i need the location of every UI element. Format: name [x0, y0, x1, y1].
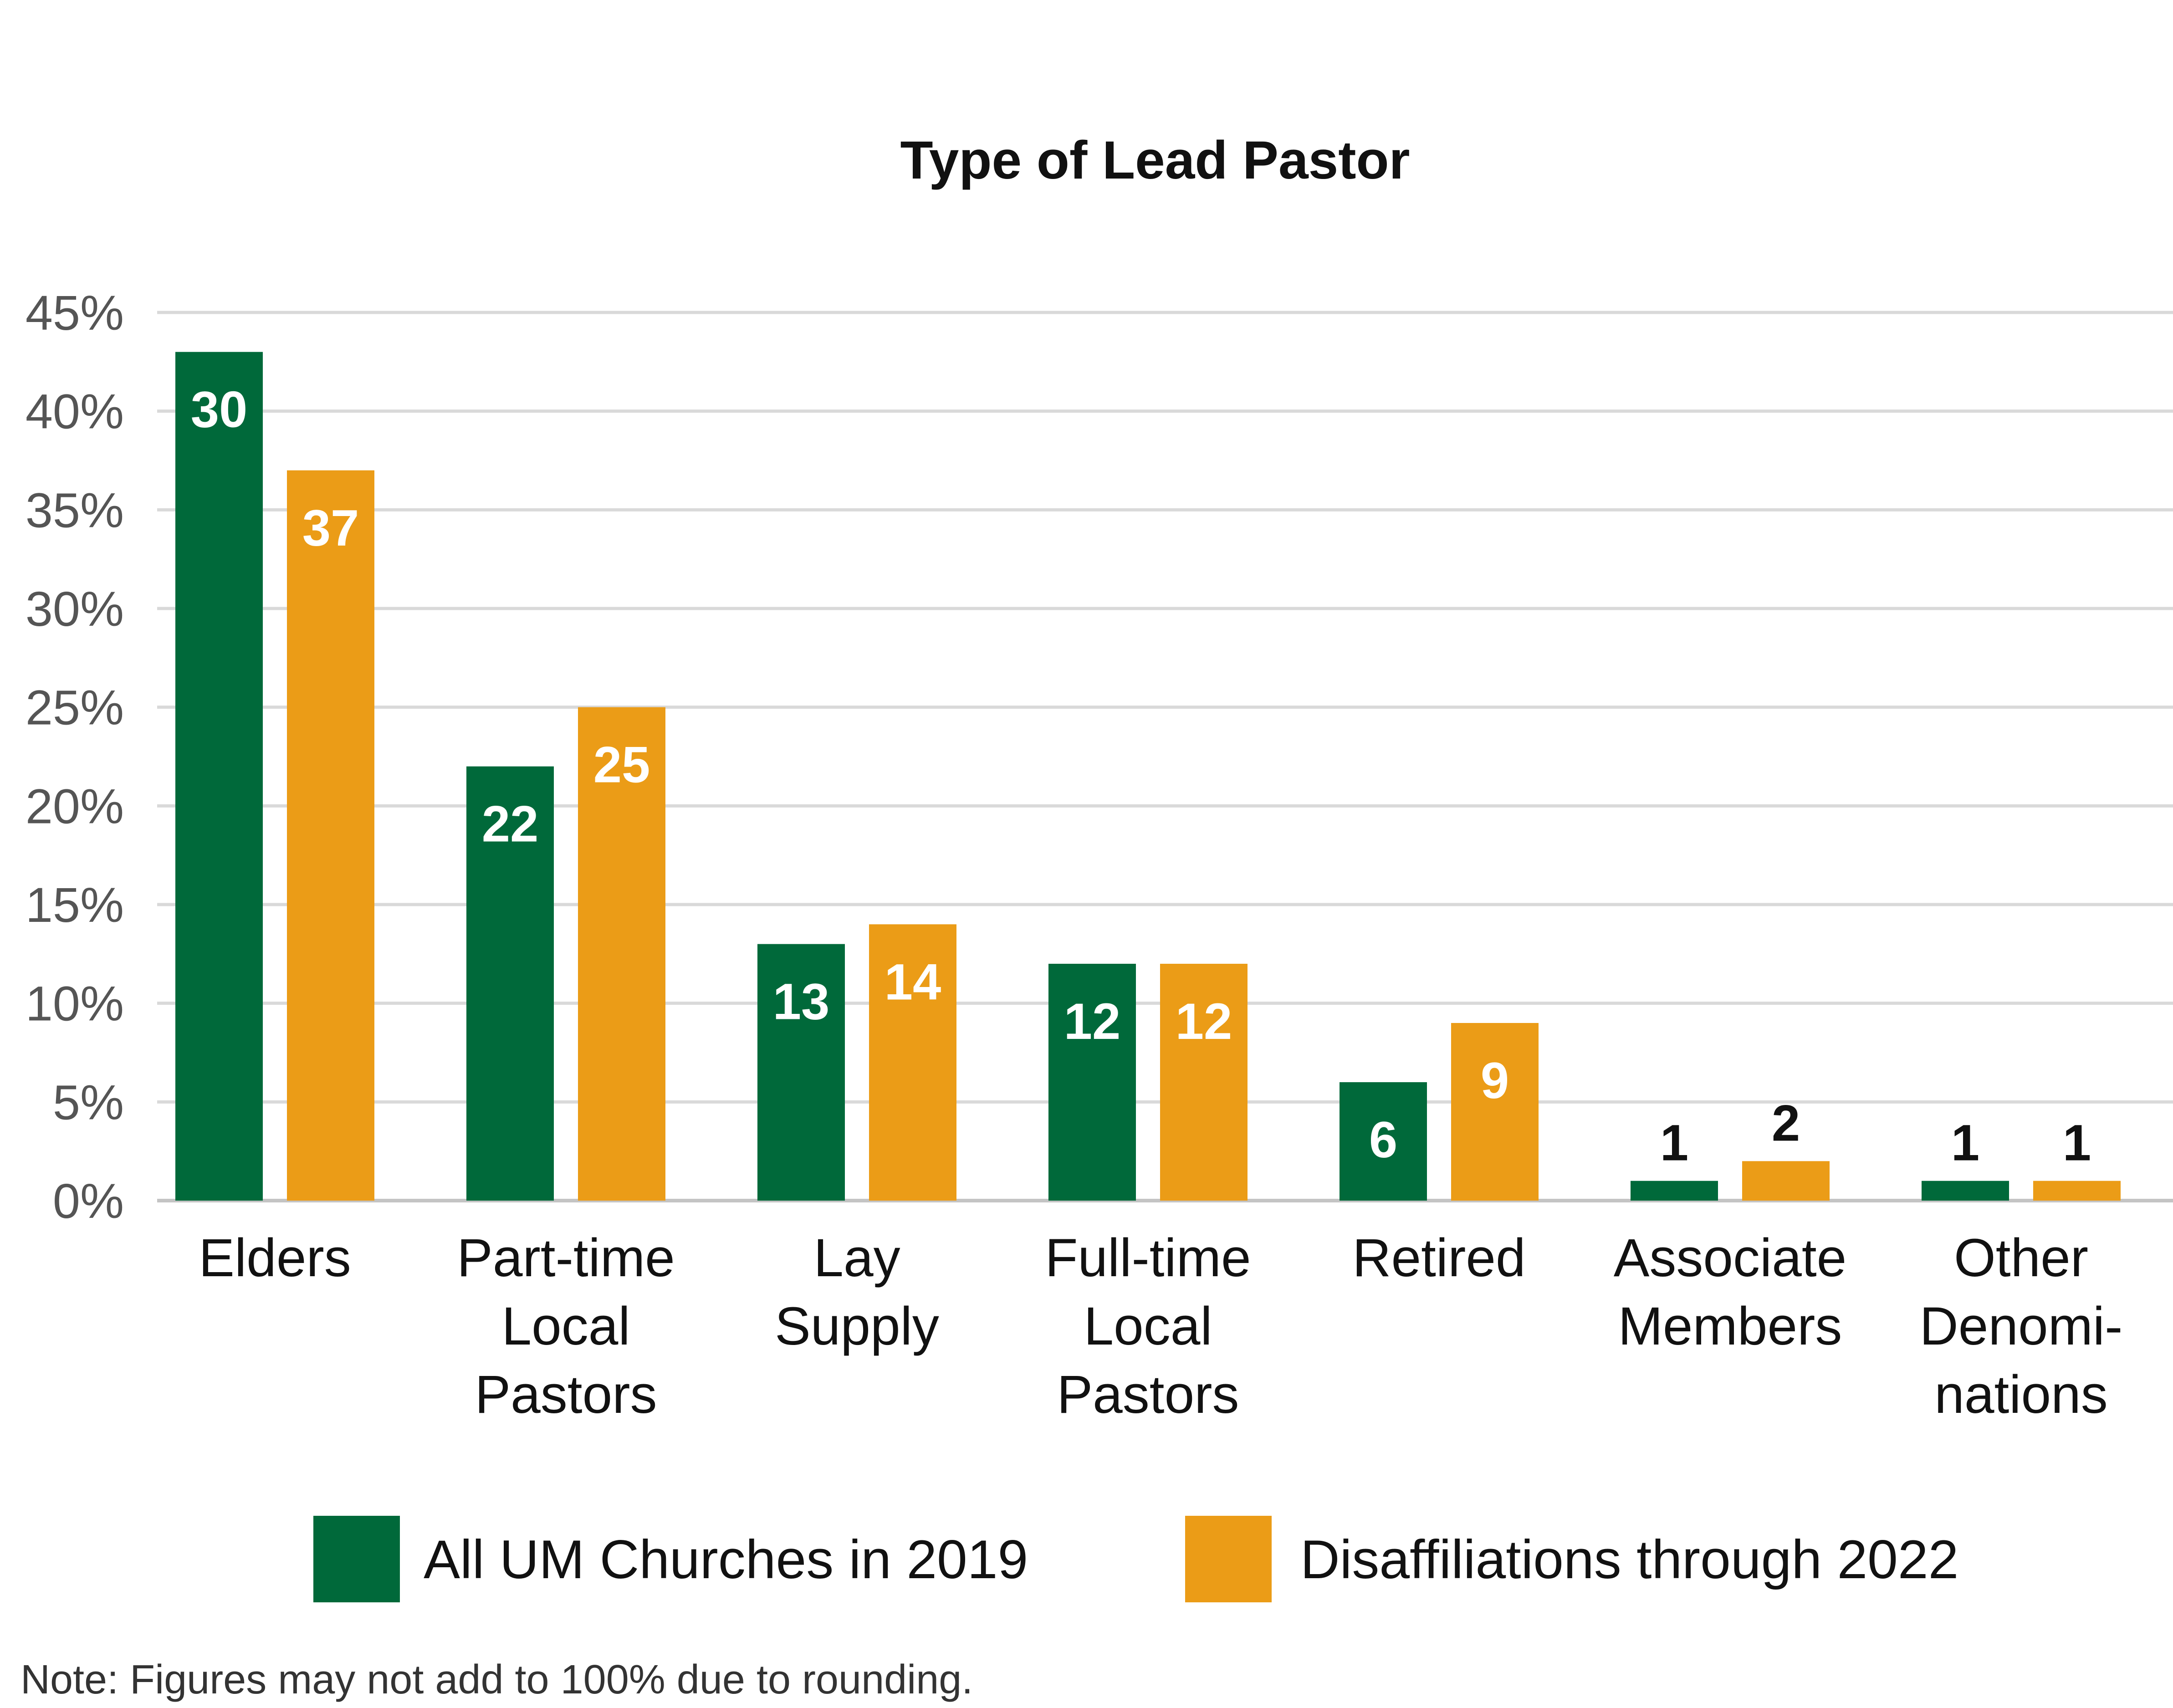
y-tick-label: 20% [26, 778, 124, 834]
data-label: 37 [302, 500, 359, 557]
y-tick-label: 30% [26, 581, 124, 636]
footnote: Note: Figures may not add to 100% due to… [20, 1657, 973, 1703]
x-tick-label: Part-time Local Pastors [457, 1228, 675, 1425]
chart-title: Type of Lead Pastor [900, 130, 1410, 190]
data-label: 6 [1369, 1111, 1397, 1168]
legend-label-disaffiliations: Disaffiliations through 2022 [1300, 1529, 1958, 1590]
data-label: 22 [482, 796, 539, 853]
bar [1922, 1181, 2009, 1201]
bar [1631, 1181, 1718, 1201]
data-label: 30 [191, 381, 248, 438]
data-label: 12 [1176, 993, 1232, 1050]
bar [175, 352, 263, 1201]
bar [466, 766, 554, 1201]
y-tick-label: 5% [53, 1074, 124, 1130]
y-tick-label: 45% [26, 285, 124, 340]
bar [287, 470, 374, 1201]
bar [757, 944, 845, 1201]
data-label: 12 [1064, 993, 1121, 1050]
x-tick-label: Full-time Local Pastors [1045, 1228, 1251, 1425]
y-tick-label: 10% [26, 976, 124, 1031]
legend-swatch-disaffiliations [1185, 1516, 1272, 1602]
bar [1048, 964, 1136, 1201]
y-tick-label: 0% [53, 1173, 124, 1228]
y-tick-label: 25% [26, 680, 124, 735]
data-label: 1 [1951, 1115, 1979, 1171]
y-axis: 0% 5% 10% 15% 20% 25% 30% 35% 40% 45% [26, 285, 124, 1228]
legend-swatch-all-um-churches [313, 1516, 400, 1602]
x-axis: Elders Part-time Local Pastors Lay Supply Full… [199, 1228, 2122, 1425]
y-tick-label: 35% [26, 482, 124, 537]
y-tick-label: 15% [26, 877, 124, 932]
bar [869, 924, 956, 1201]
legend-label-all-um-churches: All UM Churches in 2019 [424, 1529, 1028, 1590]
x-tick-label: Elders [199, 1228, 351, 1288]
legend: All UM Churches in 2019 Disaffiliations … [313, 1516, 1958, 1602]
data-label: 25 [593, 736, 650, 793]
data-label: 1 [2063, 1115, 2091, 1171]
bar [1340, 1082, 1427, 1201]
bar [2033, 1181, 2121, 1201]
x-tick-label: Other Denomi-nations [1920, 1228, 2123, 1425]
x-tick-label: Lay Supply [775, 1228, 939, 1356]
data-label: 14 [885, 953, 941, 1010]
bar [578, 707, 665, 1201]
bar [1742, 1161, 1830, 1201]
y-tick-label: 40% [26, 384, 124, 439]
data-label: 13 [773, 973, 830, 1030]
x-tick-label: Associate Members [1614, 1228, 1847, 1356]
x-tick-label: Retired [1352, 1228, 1525, 1288]
data-label: 9 [1481, 1052, 1509, 1109]
bar [1160, 964, 1248, 1201]
data-label: 1 [1660, 1115, 1688, 1171]
bar [1451, 1023, 1539, 1201]
data-label: 2 [1772, 1094, 1800, 1151]
